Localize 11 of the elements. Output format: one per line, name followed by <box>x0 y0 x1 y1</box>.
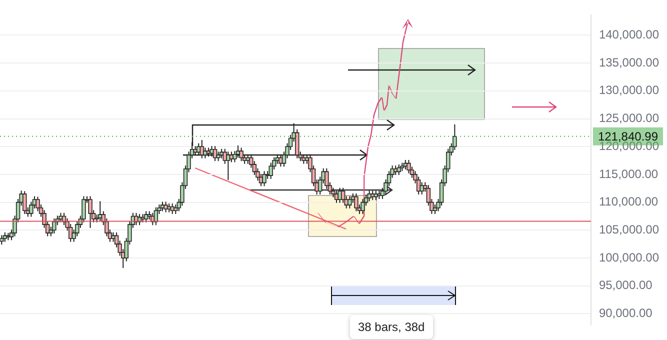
y-tick-label: 95,000.00 <box>598 278 653 292</box>
y-tick-label: 90,000.00 <box>598 306 653 320</box>
annotation: 38 bars, 38d <box>350 315 433 339</box>
y-tick-label: 130,000.00 <box>598 83 660 98</box>
y-tick-label: 125,000.00 <box>598 111 660 126</box>
y-tick-label: 105,000.00 <box>598 222 660 236</box>
y-tick-label: 140,000.00 <box>598 28 660 42</box>
y-tick-label: 115,000.00 <box>598 166 658 181</box>
y-tick-label: 135,000.00 <box>598 55 660 70</box>
y-tick-label: 100,000.00 <box>598 250 660 264</box>
y-tick-label: 110,000.00 <box>598 194 658 209</box>
